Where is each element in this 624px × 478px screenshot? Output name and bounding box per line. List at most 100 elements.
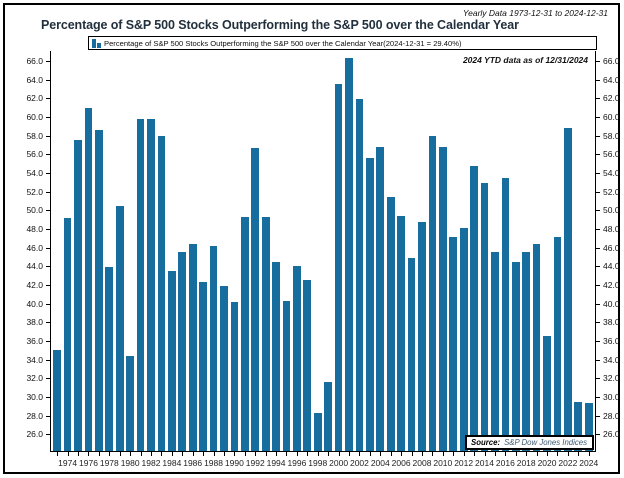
- bar-1999[interactable]: [324, 382, 333, 451]
- bar-1978[interactable]: [105, 267, 114, 451]
- x-tick-1983: [161, 452, 163, 456]
- bar-2002[interactable]: [355, 98, 364, 451]
- bar-1986[interactable]: [188, 244, 197, 451]
- y-label-left-28: 28.0: [26, 410, 43, 421]
- bar-1985[interactable]: [178, 252, 187, 451]
- bar-1973[interactable]: [53, 350, 62, 451]
- bar-2021[interactable]: [553, 237, 562, 451]
- x-tick-2024: [588, 452, 590, 456]
- x-tick-1985: [182, 452, 184, 456]
- x-tick-2023: [578, 452, 580, 456]
- y-tick-left: [46, 210, 51, 212]
- y-label-left-40: 40.0: [26, 298, 43, 309]
- bar-1992[interactable]: [251, 147, 260, 451]
- bar-2010[interactable]: [438, 147, 447, 451]
- y-tick-right: [595, 98, 600, 100]
- x-tick-1975: [78, 452, 80, 456]
- x-tick-1984: [171, 452, 173, 456]
- bar-2024[interactable]: [584, 403, 593, 451]
- y-tick-left: [46, 378, 51, 380]
- bar-2015[interactable]: [491, 252, 499, 451]
- bar-2000[interactable]: [334, 83, 343, 451]
- bar-slot-2008: 2008: [413, 51, 431, 468]
- x-label-2024: 2024: [579, 458, 599, 468]
- bar-slot-1998: 1998: [308, 51, 327, 468]
- y-label-left-52: 52.0: [26, 186, 43, 197]
- bar-2005[interactable]: [386, 197, 395, 451]
- bar-1974[interactable]: [63, 217, 72, 451]
- bar-slot-1978: 1978: [100, 51, 119, 468]
- y-tick-right: [595, 396, 600, 398]
- bar-1993[interactable]: [261, 216, 270, 451]
- bar-2019[interactable]: [532, 244, 541, 451]
- bar-slot-1992: 1992: [246, 51, 265, 468]
- bar-2009[interactable]: [428, 135, 437, 451]
- bar-slot-2010: 2010: [433, 51, 452, 468]
- bar-slot-2015: [490, 51, 500, 456]
- bar-2023[interactable]: [574, 401, 583, 451]
- bar-slot-2005: [386, 51, 396, 456]
- x-tick-2015: [494, 452, 496, 456]
- x-tick-2018: [526, 452, 528, 456]
- y-tick-left: [46, 284, 51, 286]
- bar-slot-1987: [198, 51, 208, 456]
- bar-slot-1991: [240, 51, 250, 456]
- bar-2011[interactable]: [449, 237, 458, 451]
- bar-1977[interactable]: [95, 130, 103, 451]
- x-tick-2017: [515, 452, 517, 456]
- bar-2006[interactable]: [397, 216, 405, 451]
- bar-1981[interactable]: [136, 119, 145, 451]
- bar-2008[interactable]: [418, 221, 426, 451]
- bar-2017[interactable]: [511, 261, 520, 451]
- bar-1991[interactable]: [240, 216, 249, 451]
- bar-2018[interactable]: [522, 252, 531, 451]
- bar-1998[interactable]: [313, 412, 322, 451]
- bar-1976[interactable]: [84, 107, 93, 451]
- bar-2004[interactable]: [376, 147, 385, 451]
- bar-1990[interactable]: [230, 301, 239, 451]
- bar-slot-1985: [177, 51, 187, 456]
- bar-1979[interactable]: [115, 205, 124, 451]
- x-tick-2019: [536, 452, 538, 456]
- bar-1975[interactable]: [74, 139, 82, 451]
- bar-2003[interactable]: [366, 158, 374, 451]
- bar-1997[interactable]: [303, 280, 312, 451]
- bar-slot-1981: [135, 51, 145, 456]
- bar-1983[interactable]: [157, 135, 166, 451]
- bar-1982[interactable]: [147, 119, 155, 451]
- x-tick-1989: [223, 452, 225, 456]
- bar-1984[interactable]: [168, 271, 176, 451]
- bar-slot-1986: 1986: [183, 51, 202, 468]
- x-label-2016: 2016: [495, 458, 515, 468]
- bar-1989[interactable]: [220, 285, 228, 451]
- y-label-right-48: 48.0: [603, 224, 620, 235]
- bar-slot-1982: 1982: [142, 51, 160, 468]
- y-label-left-44: 44.0: [26, 261, 43, 272]
- bar-1995[interactable]: [282, 300, 291, 451]
- y-tick-right: [595, 154, 600, 156]
- x-tick-2021: [557, 452, 559, 456]
- x-tick-2013: [474, 452, 476, 456]
- bar-1994[interactable]: [272, 261, 280, 451]
- bar-2020[interactable]: [543, 336, 551, 451]
- bar-1988[interactable]: [209, 245, 218, 451]
- bar-2014[interactable]: [480, 183, 489, 451]
- bar-2012[interactable]: [459, 228, 468, 451]
- x-label-1974: 1974: [58, 458, 78, 468]
- bar-slot-2011: [448, 51, 458, 456]
- bar-2016[interactable]: [501, 177, 510, 451]
- bar-1980[interactable]: [126, 355, 135, 451]
- bar-2013[interactable]: [470, 165, 478, 451]
- y-label-right-50: 50.0: [603, 205, 620, 216]
- y-tick-right: [595, 266, 600, 268]
- bar-2022[interactable]: [564, 128, 572, 451]
- bar-2007[interactable]: [407, 258, 416, 451]
- x-label-2020: 2020: [537, 458, 557, 468]
- x-tick-1997: [307, 452, 309, 456]
- bar-1996[interactable]: [293, 266, 301, 451]
- legend-label: Percentage of S&P 500 Stocks Outperformi…: [104, 38, 462, 48]
- x-label-1976: 1976: [79, 458, 98, 468]
- bar-2001[interactable]: [345, 58, 353, 451]
- bar-1987[interactable]: [199, 282, 207, 451]
- legend: Percentage of S&P 500 Stocks Outperformi…: [88, 36, 597, 50]
